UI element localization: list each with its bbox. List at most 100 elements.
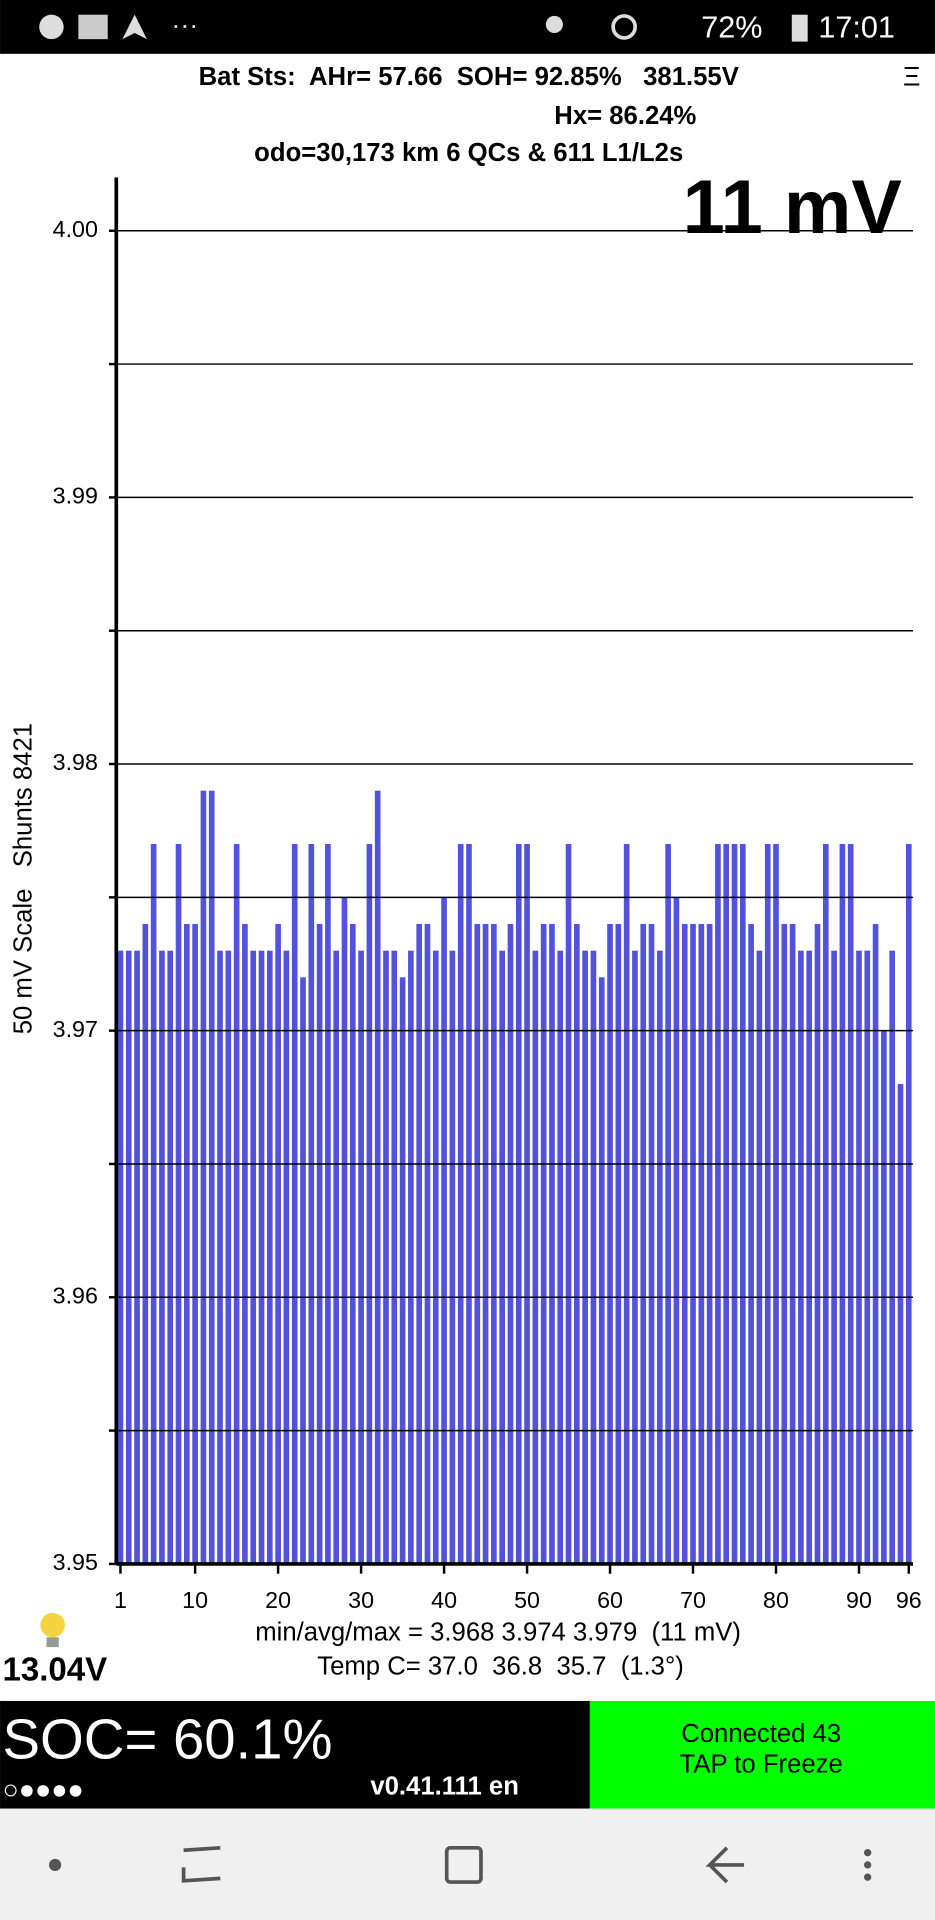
status-icon (545, 15, 563, 34)
bar (582, 950, 588, 1564)
clock: 17:01 (818, 10, 895, 44)
soc-panel (0, 1700, 590, 1809)
bar (748, 923, 754, 1564)
menu-button[interactable]: Ξ (903, 61, 921, 91)
nav-recent[interactable] (181, 1845, 221, 1883)
bar (167, 950, 174, 1564)
bar (665, 844, 671, 1564)
bar (449, 950, 456, 1564)
nav-dot[interactable] (48, 1858, 62, 1872)
bar (225, 950, 232, 1564)
bar (764, 844, 771, 1564)
bar (341, 897, 348, 1564)
bar (607, 923, 613, 1564)
bar (640, 923, 647, 1564)
bar (598, 977, 605, 1564)
bar (673, 897, 680, 1564)
y-tick-label: 3.98 (53, 749, 98, 775)
nav-menu[interactable] (863, 1849, 872, 1881)
bar (698, 923, 705, 1564)
x-tick-label: 20 (265, 1587, 291, 1613)
y-tick-label: 3.99 (53, 483, 98, 509)
bar (159, 950, 165, 1564)
bar (391, 950, 398, 1564)
bar (275, 923, 281, 1564)
bar (739, 844, 746, 1564)
bar (897, 1083, 904, 1564)
bar (408, 950, 414, 1564)
bar (524, 844, 530, 1564)
bar (333, 950, 340, 1564)
bar (681, 923, 688, 1564)
connected: Connected 43 (681, 1720, 841, 1748)
x-tick-label: 60 (597, 1587, 623, 1613)
status-icon (611, 14, 637, 40)
bar (532, 950, 539, 1564)
bar (266, 950, 273, 1564)
bar (839, 844, 846, 1564)
status-icon (78, 14, 108, 40)
bar (798, 950, 804, 1564)
bar (515, 844, 522, 1564)
nav-back[interactable] (705, 1846, 745, 1884)
version: v0.41.111 en (370, 1773, 519, 1801)
bar (623, 844, 630, 1564)
bar (549, 923, 555, 1564)
bar (864, 950, 871, 1564)
bar (715, 844, 721, 1564)
bar (233, 844, 240, 1564)
bar (632, 950, 638, 1564)
bar (258, 950, 265, 1564)
tap-to-freeze[interactable]: TAP to Freeze (680, 1751, 843, 1779)
bar (814, 923, 821, 1564)
bar (416, 923, 423, 1564)
bar (242, 923, 248, 1564)
bar (125, 950, 132, 1564)
bar (822, 844, 829, 1564)
y-axis-label: 50 mV Scale Shunts 8421 (9, 723, 37, 1034)
bar (590, 950, 597, 1564)
bulb-icon (46, 1637, 59, 1648)
bar (574, 923, 580, 1564)
bar (175, 844, 182, 1564)
bar (374, 790, 381, 1564)
stats: min/avg/max = 3.968 3.974 3.979 (11 mV) (255, 1618, 741, 1646)
bar (366, 844, 373, 1564)
bar (905, 844, 912, 1564)
bar (565, 844, 572, 1564)
bulb-icon (40, 1612, 65, 1638)
bar (383, 950, 389, 1564)
battery-percent: 72% (701, 10, 762, 44)
header-line: odo=30,173 km 6 QCs & 611 L1/L2s (254, 139, 683, 167)
bar (507, 923, 514, 1564)
bar (134, 950, 140, 1564)
bar (217, 950, 223, 1564)
bar (432, 950, 439, 1564)
pack-voltage: 13.04V (2, 1651, 107, 1688)
bar (200, 790, 207, 1564)
temperature: Temp C= 37.0 36.8 35.7 (1.3°) (317, 1653, 684, 1681)
bar (283, 950, 290, 1564)
x-tick-label: 70 (680, 1587, 706, 1613)
status-icon (122, 14, 147, 40)
bar (499, 950, 505, 1564)
nav-home[interactable] (444, 1845, 483, 1884)
bar (325, 844, 331, 1564)
soc: SOC= 60.1% (2, 1708, 332, 1771)
bar (648, 923, 655, 1564)
bar (615, 923, 622, 1564)
bar (756, 950, 763, 1564)
bar (150, 844, 157, 1564)
connect-button[interactable] (589, 1700, 935, 1809)
bar (831, 950, 837, 1564)
battery-icon (791, 14, 808, 42)
header-line: Hx= 86.24% (554, 102, 696, 130)
bar (399, 977, 406, 1564)
bar (300, 977, 306, 1564)
bar (184, 923, 190, 1564)
x-tick-label: 30 (348, 1587, 374, 1613)
bar (208, 790, 215, 1564)
x-tick-label: 1 (114, 1587, 127, 1613)
